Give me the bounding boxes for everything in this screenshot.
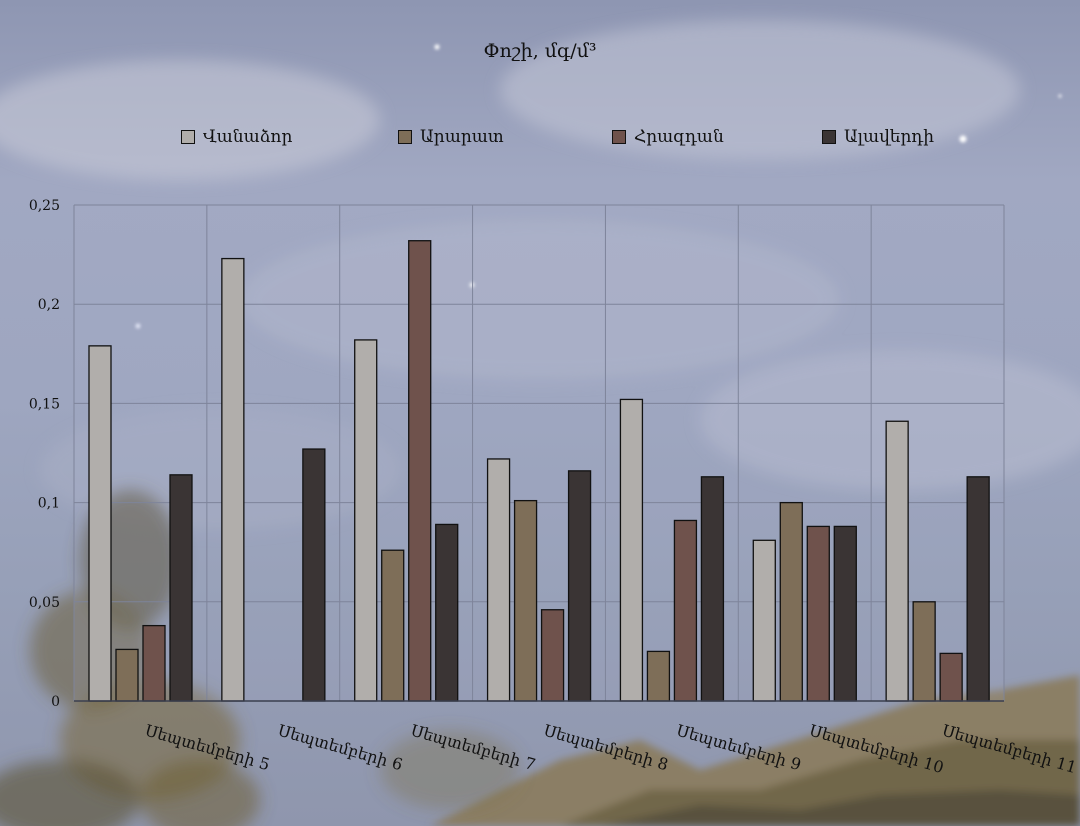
x-tick-label: Սեպտեմբերի 11	[940, 721, 1079, 778]
bar	[221, 257, 245, 702]
bar	[142, 624, 166, 702]
bar	[912, 601, 936, 702]
legend-item-series-1: Վանաձոր	[181, 127, 292, 147]
x-tick-label: Սեպտեմբերի 9	[674, 721, 803, 775]
legend-label-series-1: Վանաձոր	[203, 127, 293, 147]
bar	[885, 420, 909, 702]
bar	[779, 501, 803, 702]
y-tick-label: 0,15	[29, 396, 60, 412]
bar	[408, 240, 432, 702]
bar	[806, 525, 830, 702]
y-tick-label: 0,2	[38, 297, 60, 313]
x-tick-label: Սեպտեմբերի 5	[143, 721, 272, 775]
bar	[833, 525, 857, 702]
legend-swatch-series-3	[612, 130, 626, 144]
chart-legend: Վանաձոր Արարատ Հրազդան Ալավերդի	[0, 127, 1080, 151]
legend-item-series-4: Ալավերդի	[822, 127, 934, 147]
bar	[540, 609, 565, 702]
legend-swatch-series-1	[181, 130, 195, 144]
y-tick-label: 0	[51, 694, 60, 710]
bar	[354, 339, 378, 702]
bar	[646, 650, 671, 702]
legend-item-series-3: Հրազդան	[612, 127, 724, 147]
legend-label-series-4: Ալավերդի	[844, 127, 935, 147]
legend-item-series-2: Արարատ	[398, 127, 504, 147]
bar	[88, 345, 112, 702]
bar	[486, 458, 511, 702]
plot-area	[74, 205, 1004, 701]
x-tick-label: Սեպտեմբերի 10	[807, 721, 946, 778]
bar	[700, 476, 725, 702]
bar	[567, 470, 592, 702]
bar	[752, 539, 776, 702]
bar	[619, 398, 644, 702]
legend-swatch-series-2	[398, 130, 412, 144]
bar	[381, 549, 405, 702]
x-tick-label: Սեպտեմբերի 7	[409, 721, 538, 775]
bar	[115, 648, 139, 702]
bar	[435, 523, 459, 702]
x-tick-label: Սեպտեմբերի 8	[541, 721, 670, 775]
y-tick-label: 0,1	[38, 496, 60, 512]
legend-label-series-3: Հրազդան	[634, 127, 724, 147]
bar	[302, 448, 326, 702]
bar	[513, 499, 538, 702]
bar	[169, 474, 193, 702]
bar	[673, 519, 698, 702]
x-tick-label: Սեպտեմբերի 6	[276, 721, 405, 775]
chart-title: Փոշի, մգ/մ³	[483, 40, 597, 62]
legend-swatch-series-4	[822, 130, 836, 144]
y-tick-label: 0,25	[29, 198, 60, 214]
bar	[939, 652, 963, 702]
bar	[966, 476, 990, 702]
y-tick-label: 0,05	[29, 595, 60, 611]
legend-label-series-2: Արարատ	[420, 127, 504, 147]
